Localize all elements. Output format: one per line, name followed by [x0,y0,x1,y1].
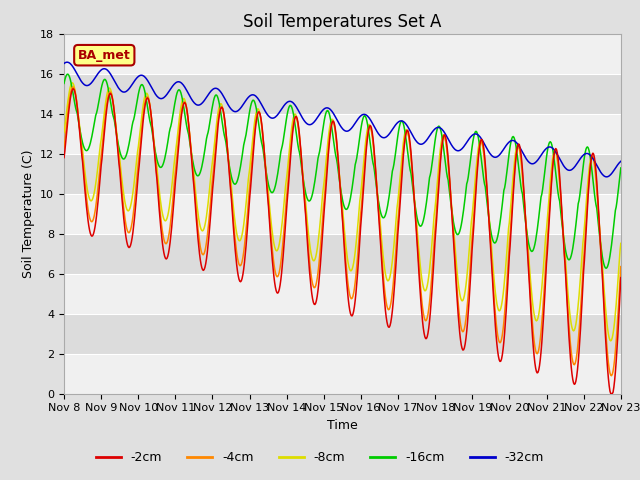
Bar [64,114,621,154]
Legend: -2cm, -4cm, -8cm, -16cm, -32cm: -2cm, -4cm, -8cm, -16cm, -32cm [91,446,549,469]
Bar [64,313,621,354]
Bar [64,73,621,114]
X-axis label: Time: Time [327,419,358,432]
Text: BA_met: BA_met [78,48,131,62]
Bar [64,154,621,193]
Y-axis label: Soil Temperature (C): Soil Temperature (C) [22,149,35,278]
Bar [64,234,621,274]
Bar [64,354,621,394]
Bar [64,193,621,234]
Bar [64,274,621,313]
Bar [64,34,621,73]
Title: Soil Temperatures Set A: Soil Temperatures Set A [243,12,442,31]
